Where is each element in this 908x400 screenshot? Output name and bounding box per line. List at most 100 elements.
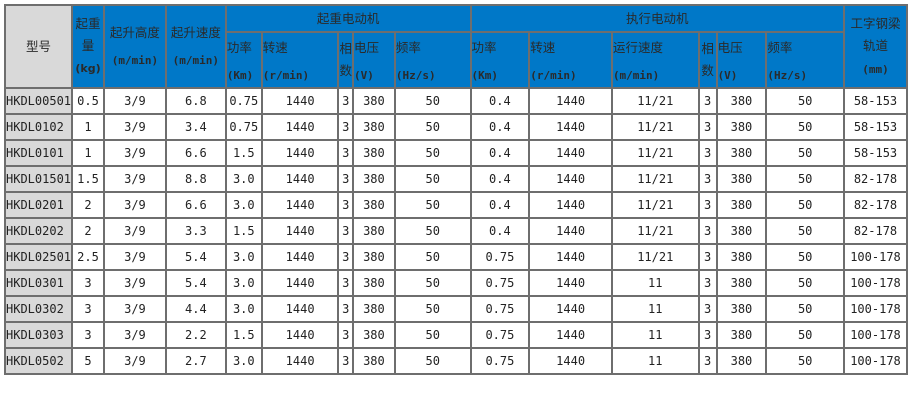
table-cell: 50	[393, 191, 472, 219]
table-cell: 380	[715, 191, 768, 219]
table-cell: 3.0	[224, 269, 263, 297]
table-cell: 380	[715, 321, 768, 349]
table-cell: 380	[352, 321, 396, 349]
table-cell: 1.5	[224, 139, 263, 167]
table-cell: 50	[765, 347, 845, 375]
table-cell: 0.4	[469, 165, 531, 193]
table-cell: 1440	[260, 165, 340, 193]
table-cell: 82-178	[843, 165, 908, 193]
table-cell: 1440	[260, 139, 340, 167]
table-cell: 50	[765, 295, 845, 323]
table-cell: 11/21	[610, 191, 700, 219]
table-cell: 380	[715, 165, 768, 193]
header-hoist-power: 功率 (Km)	[224, 31, 263, 89]
table-row: HKDL0202 2 3/9 3.3 1.5 1440 3 380 50 0.4 1440 11/21…	[3, 217, 908, 245]
table-cell: 50	[765, 165, 845, 193]
table-body: HKDL00501 0.5 3/9 6.8 0.75 1440 3 380 50 0.4 1440 1…	[3, 87, 908, 375]
table-cell: 0.75	[224, 87, 263, 115]
table-cell: 3	[337, 165, 354, 193]
table-cell: 82-178	[843, 217, 908, 245]
table-cell: 3.0	[224, 295, 263, 323]
model-cell: HKDL0202	[3, 217, 74, 245]
model-cell: HKDL0101	[3, 139, 74, 167]
table-cell: 380	[352, 87, 396, 115]
table-cell: 1440	[528, 321, 613, 349]
header-hoist-motor: 起重电动机	[224, 4, 472, 33]
table-cell: 1.5	[224, 217, 263, 245]
table-cell: 3/9	[102, 217, 167, 245]
table-cell: 3	[337, 217, 354, 245]
table-cell: 50	[765, 139, 845, 167]
table-cell: 50	[393, 269, 472, 297]
table-cell: 50	[765, 321, 845, 349]
table-cell: 3	[697, 191, 718, 219]
table-cell: 3	[697, 347, 718, 375]
table-cell: 1	[71, 139, 105, 167]
table-cell: 380	[715, 243, 768, 271]
table-cell: 50	[393, 217, 472, 245]
table-cell: 380	[352, 113, 396, 141]
table-cell: 5.4	[164, 243, 227, 271]
table-cell: 5.4	[164, 269, 227, 297]
table-row: HKDL0102 1 3/9 3.4 0.75 1440 3 380 50 0.4 1440 11/2…	[3, 113, 908, 141]
table-cell: 2.2	[164, 321, 227, 349]
table-cell: 3	[697, 113, 718, 141]
table-cell: 0.4	[469, 191, 531, 219]
table-cell: 3	[697, 165, 718, 193]
table-cell: 1	[71, 113, 105, 141]
header-model: 型号	[3, 4, 74, 89]
table-cell: 0.4	[469, 217, 531, 245]
table-cell: 11/21	[610, 113, 700, 141]
spec-table: 型号 起重量 (kg) 起升高度 (m/min) 起升速度 (m/min) 起重电动机…	[3, 4, 908, 375]
table-cell: 380	[715, 269, 768, 297]
table-cell: 11	[610, 269, 700, 297]
table-cell: 8.8	[164, 165, 227, 193]
table-row: HKDL00501 0.5 3/9 6.8 0.75 1440 3 380 50 0.4 1440 1…	[3, 87, 908, 115]
header-travel-rpm: 转速 (r/min)	[528, 31, 613, 89]
table-cell: 50	[765, 269, 845, 297]
header-travel-voltage: 电压 (V)	[715, 31, 768, 89]
table-cell: 1440	[528, 269, 613, 297]
table-cell: 1440	[528, 243, 613, 271]
header-travel-freq: 频率 (Hz/s)	[765, 31, 845, 89]
table-cell: 3	[697, 295, 718, 323]
table-cell: 3	[337, 269, 354, 297]
header-beam: 工字钢梁轨道 (mm)	[843, 4, 908, 89]
table-cell: 380	[715, 295, 768, 323]
header-lift-height: 起升高度 (m/min)	[102, 4, 167, 89]
header-hoist-freq: 频率 (Hz/s)	[393, 31, 472, 89]
table-cell: 50	[765, 217, 845, 245]
table-cell: 1440	[528, 139, 613, 167]
table-cell: 6.8	[164, 87, 227, 115]
table-cell: 0.4	[469, 87, 531, 115]
table-cell: 1440	[260, 87, 340, 115]
table-cell: 50	[765, 113, 845, 141]
model-cell: HKDL0303	[3, 321, 74, 349]
header-hoist-rpm: 转速 (r/min)	[260, 31, 340, 89]
table-cell: 0.75	[469, 269, 531, 297]
table-cell: 1440	[528, 295, 613, 323]
table-cell: 50	[393, 139, 472, 167]
table-cell: 3	[337, 113, 354, 141]
table-cell: 1440	[260, 113, 340, 141]
table-cell: 6.6	[164, 139, 227, 167]
table-cell: 100-178	[843, 347, 908, 375]
table-cell: 50	[393, 87, 472, 115]
table-cell: 58-153	[843, 139, 908, 167]
table-cell: 3.0	[224, 347, 263, 375]
table-row: HKDL02501 2.5 3/9 5.4 3.0 1440 3 380 50 0.75 1440 1…	[3, 243, 908, 271]
table-cell: 50	[393, 243, 472, 271]
table-cell: 11/21	[610, 139, 700, 167]
table-cell: 0.5	[71, 87, 105, 115]
table-cell: 2	[71, 217, 105, 245]
table-cell: 3	[71, 269, 105, 297]
table-cell: 3	[697, 243, 718, 271]
table-cell: 3	[697, 139, 718, 167]
table-cell: 3	[697, 269, 718, 297]
table-cell: 3	[71, 321, 105, 349]
model-cell: HKDL0302	[3, 295, 74, 323]
table-cell: 50	[765, 191, 845, 219]
table-cell: 3/9	[102, 87, 167, 115]
table-cell: 58-153	[843, 113, 908, 141]
table-cell: 1440	[528, 165, 613, 193]
